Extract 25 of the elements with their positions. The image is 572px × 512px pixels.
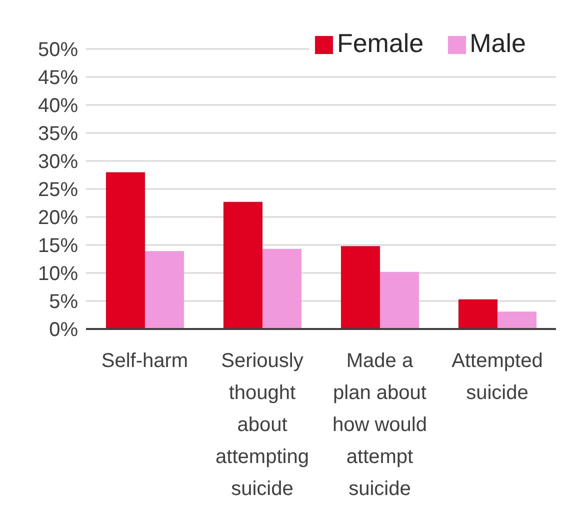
y-tick-label: 0%: [49, 319, 78, 342]
y-tick-label: 5%: [49, 291, 78, 314]
bar: [380, 272, 419, 329]
y-tick-label: 20%: [38, 207, 78, 230]
y-tick-label: 35%: [38, 123, 78, 146]
y-tick-label: 40%: [38, 95, 78, 118]
y-tick-label: 50%: [38, 39, 78, 62]
legend-label: Male: [470, 28, 526, 58]
x-tick-label: Seriously thought about attempting suicide: [216, 350, 309, 500]
y-tick-label: 10%: [38, 263, 78, 286]
y-tick-label: 30%: [38, 151, 78, 174]
bar: [223, 202, 262, 329]
bar: [262, 248, 302, 329]
bar: [458, 299, 498, 329]
x-tick-label: Self-harm: [101, 350, 188, 372]
legend-label: Female: [336, 28, 424, 58]
y-tick-label: 45%: [38, 67, 78, 90]
y-tick-label: 15%: [38, 235, 78, 258]
bar: [497, 312, 536, 329]
bar: [106, 172, 145, 329]
x-tick-label: Attempted suicide: [452, 350, 543, 404]
bar: [340, 246, 380, 329]
y-tick-label: 25%: [38, 179, 78, 202]
x-tick-label: Made a plan about how would attempt suicide: [332, 350, 428, 500]
bar: [144, 251, 184, 329]
